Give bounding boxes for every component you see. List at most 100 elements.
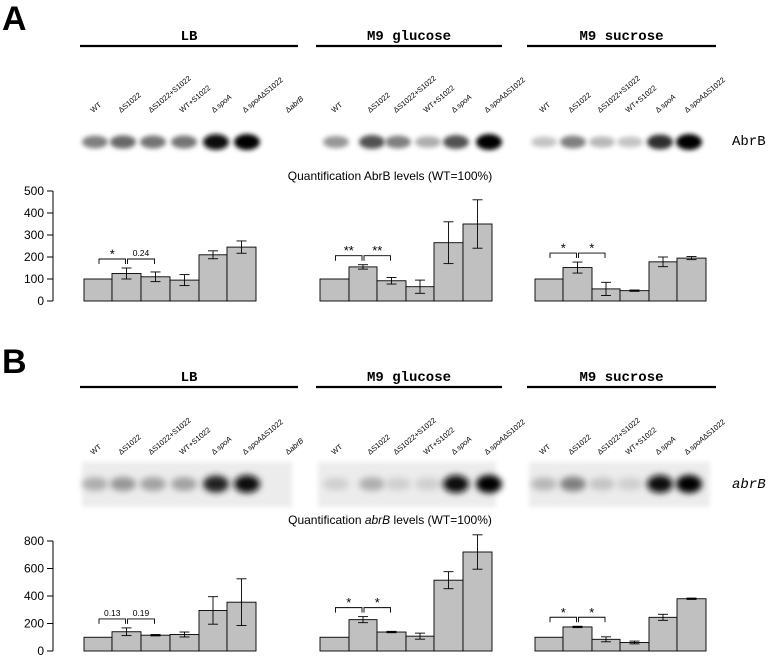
blot-band (82, 477, 108, 491)
blot-band (323, 477, 349, 491)
lane-label-italic: abrB (287, 436, 305, 453)
significance-label: ** (372, 243, 382, 258)
blot-band (385, 477, 411, 491)
blot-band (203, 475, 229, 493)
lane-label-part: ΔS1022 (501, 417, 527, 441)
blot-band (385, 135, 411, 149)
significance-label: * (561, 605, 566, 620)
blot-band (589, 477, 615, 491)
lane-label-part: ΔS1022 (701, 75, 727, 99)
lane-label-italic: spoA (658, 434, 677, 452)
lane-label-italic: spoA (658, 92, 677, 110)
lane-label: ΔabrB (284, 94, 306, 114)
blot-target-label: AbrB (732, 134, 766, 150)
condition-label: M9 sucrose (579, 370, 663, 386)
significance-label: 0.19 (133, 608, 150, 618)
condition-label: M9 glucose (367, 370, 451, 386)
blot-band (415, 136, 441, 148)
significance-bracket (127, 618, 155, 624)
lane-label: WT (538, 100, 553, 115)
blot-band (531, 136, 557, 148)
bar (83, 278, 113, 302)
blot-band (476, 475, 502, 493)
lane-label: Δ spoAΔS1022 (483, 75, 527, 114)
lane-label: ΔS1022 (567, 90, 593, 114)
y-tick-label: 200 (24, 250, 44, 264)
lane-label: WT (330, 442, 345, 457)
lane-label: Δ spoAΔS1022 (683, 75, 727, 114)
significance-bracket (578, 616, 606, 623)
y-tick-label: 600 (24, 562, 44, 576)
lane-label-italic: spoA (454, 92, 473, 110)
lane-label-part: Δ (210, 445, 221, 456)
lane-label-part: Δ (284, 104, 294, 114)
lane-label: Δ spoA (654, 92, 678, 114)
lane-label: ΔS1022 (366, 432, 392, 456)
bar (562, 626, 593, 652)
y-tick-label: 800 (24, 534, 44, 548)
lane-label-part: ΔS1022 (259, 417, 285, 441)
significance-label: * (589, 241, 594, 256)
lane-label-part: Δ (483, 445, 494, 456)
blot-band (82, 135, 108, 149)
bar (83, 636, 113, 652)
lane-label-part: ΔS1022 (701, 417, 727, 441)
lane-label: WT (89, 100, 104, 115)
quant-title-gene: abrB (365, 513, 390, 527)
blot-band (359, 135, 385, 149)
significance-label: 0.24 (133, 248, 150, 258)
bar (648, 261, 678, 302)
bar (140, 634, 171, 652)
blot-band (323, 135, 349, 149)
quant-title-part: Quantification (288, 513, 365, 527)
condition-label: LB (181, 370, 198, 386)
condition-label: M9 glucose (367, 29, 451, 45)
panel-letter-a: A (2, 0, 27, 38)
lane-label-italic: spoA (214, 92, 233, 110)
lane-label: Δ spoA (210, 434, 234, 456)
blot-band (171, 135, 197, 149)
blot-band (589, 136, 615, 148)
quant-title-part: Quantification (288, 169, 364, 183)
blot-band (110, 476, 136, 492)
quant-title-part: levels (WT=100%) (391, 169, 493, 183)
quant-title: Quantification AbrB levels (WT=100%) (288, 169, 492, 183)
quant-title: Quantification abrB levels (WT=100%) (288, 513, 492, 527)
lane-label-part: Δ (450, 103, 461, 114)
blot-band (140, 477, 166, 491)
bar (676, 257, 707, 302)
bar (433, 579, 464, 652)
y-tick-label: 100 (24, 272, 44, 286)
lane-label: ΔS1022 (117, 90, 143, 114)
quant-title-gene: AbrB (364, 169, 391, 183)
blot-band (560, 476, 586, 492)
significance-label: * (110, 247, 115, 262)
lane-label-part: Δ (241, 103, 252, 114)
panel-letter-b: B (2, 343, 27, 381)
blot-target-label: abrB (732, 477, 766, 493)
bar (376, 631, 407, 652)
significance-bracket (578, 252, 606, 259)
lane-label: Δ spoA (210, 92, 234, 114)
significance-bracket (98, 618, 126, 624)
bar (319, 636, 350, 652)
significance-label: 0.13 (104, 608, 121, 618)
lane-label-part: Δ (654, 103, 665, 114)
blot-band (647, 134, 673, 150)
bar (534, 636, 564, 652)
blot-bands (82, 134, 702, 493)
lane-label: Δ spoAΔS1022 (241, 417, 285, 456)
blot-band (676, 475, 702, 493)
lane-label-italic: spoA (454, 434, 473, 452)
lane-label: Δ spoAΔS1022 (683, 417, 727, 456)
bar (534, 278, 564, 302)
y-tick-label: 0 (37, 644, 44, 656)
lane-label: Δ spoA (450, 434, 474, 456)
lane-label: ΔS1022 (567, 432, 593, 456)
significance-label: * (375, 595, 380, 610)
lane-label: Δ spoA (654, 434, 678, 456)
significance-bracket (549, 616, 577, 623)
y-tick-label: 200 (24, 617, 44, 631)
lane-label-part: ΔS1022 (259, 75, 285, 99)
